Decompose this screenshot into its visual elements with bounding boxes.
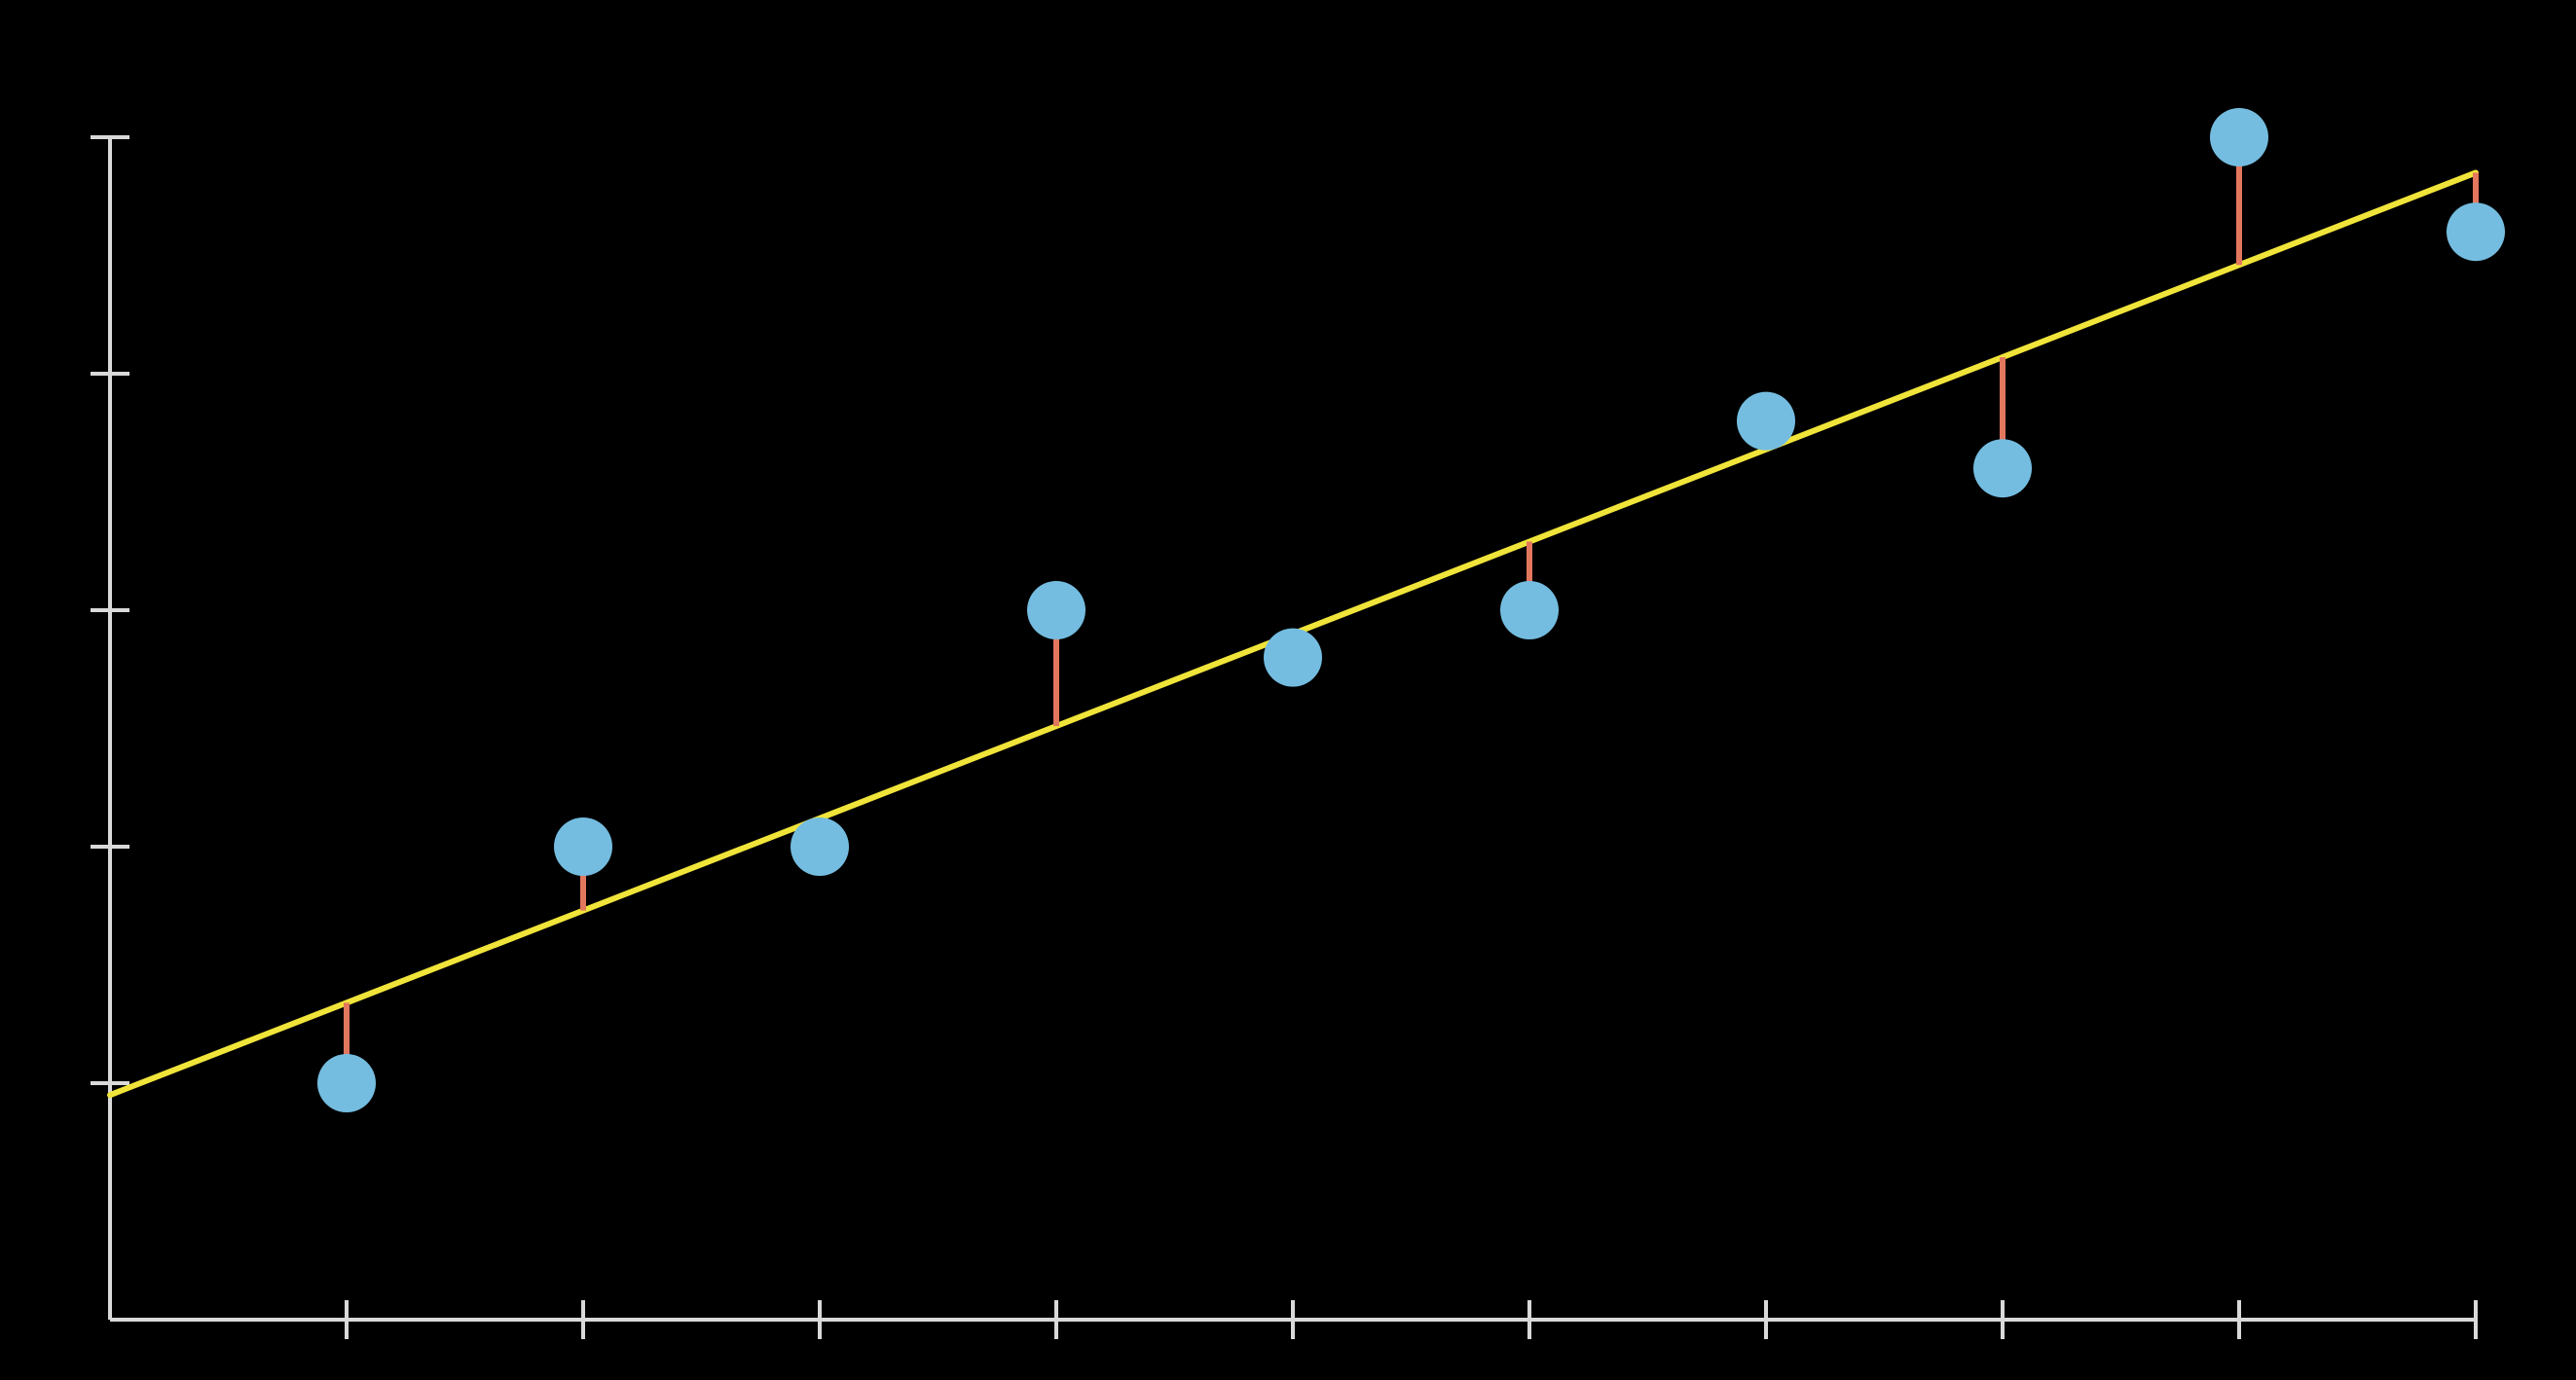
points-layer bbox=[317, 108, 2505, 1112]
data-point bbox=[317, 1054, 376, 1112]
residual-layer bbox=[344, 137, 2479, 1083]
data-point bbox=[2447, 202, 2505, 262]
data-point bbox=[1264, 628, 1322, 687]
data-point bbox=[791, 817, 849, 876]
data-point bbox=[1973, 439, 2032, 498]
data-point bbox=[2210, 108, 2268, 166]
data-point bbox=[1500, 581, 1559, 639]
data-point bbox=[1027, 581, 1086, 639]
axes bbox=[91, 135, 2478, 1339]
data-point bbox=[554, 817, 612, 876]
data-point bbox=[1737, 391, 1795, 451]
